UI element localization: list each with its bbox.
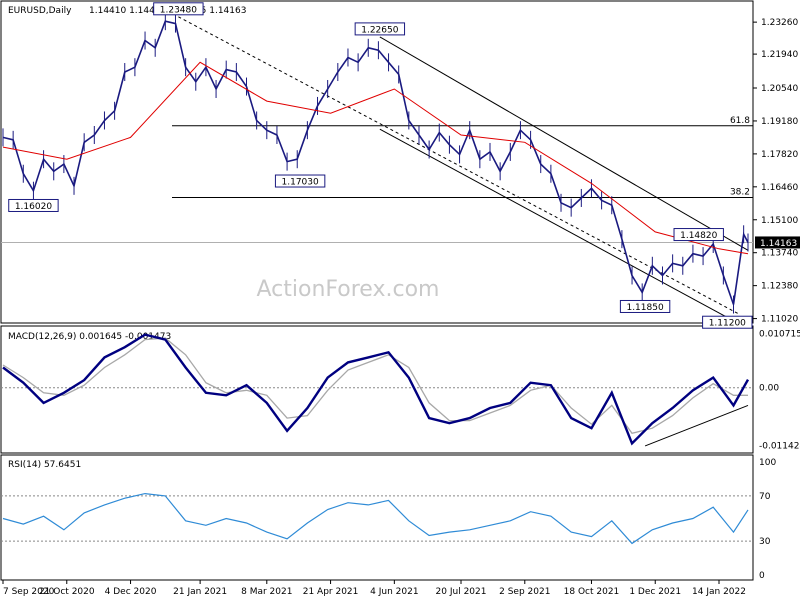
current-price-label: 1.14163 [760,239,797,249]
macd-main-line [2,333,750,446]
price-tick-label: 1.11020 [761,315,798,325]
rsi-tick-label: 30 [759,537,771,547]
price-tick-label: 1.17820 [761,150,798,160]
rsi-line [2,492,749,545]
x-tick-label: 7 Sep 2020 [3,587,55,597]
macd-layer [1,333,753,447]
price-tick-label: 1.21940 [761,50,798,60]
rsi-title: RSI(14) 57.6451 [8,460,81,470]
fib-level-label: 38.2 [730,187,750,197]
x-tick-label: 8 Mar 2021 [241,587,292,597]
price-annotation-label: 1.14820 [680,231,717,241]
rsi-panel [0,454,754,581]
macd-tick-label: 0.00 [759,384,779,394]
price-annotation-label: 1.22650 [361,25,398,35]
price-annotation-box [619,299,671,313]
x-tick-label: 2 Sep 2021 [499,587,550,597]
price-tick-label: 1.13740 [761,249,798,259]
x-tick-label: 21 Jan 2021 [173,587,227,597]
macd-trendline [644,404,749,447]
x-tick-label: 21 Apr 2021 [303,587,359,597]
price-annotation-box [354,22,406,36]
price-annotation-box [8,198,59,212]
x-tick-label: 4 Dec 2020 [105,587,157,597]
watermark: ActionForex.com [257,277,440,302]
fib-level-label: 61.8 [730,116,750,126]
macd-signal-line [2,337,748,435]
price-tick-label: 1.20540 [761,84,798,94]
channel-line [379,128,740,325]
current-price-label-bg [755,236,800,249]
price-panel [0,0,754,324]
channel-line [178,16,740,315]
rsi-tick-label: 70 [759,492,771,502]
price-annotation-box [153,2,204,16]
rsi-tick-label: 100 [759,458,776,468]
price-tick-label: 1.23260 [761,18,798,28]
price-tick-label: 1.19180 [761,117,798,127]
price-annotation-box [274,174,326,188]
price-annotation-label: 1.11200 [709,319,746,329]
x-tick-label: 18 Oct 2021 [564,587,620,597]
symbol-title: EURUSD,Daily [8,6,72,16]
price-annotation-box [673,228,724,242]
moving-average-line [2,61,749,255]
price-tick-label: 1.15100 [761,216,798,226]
price-annotation-label: 1.11850 [626,303,663,313]
price-annotation-label: 1.23480 [160,5,197,15]
x-tick-label: 1 Dec 2021 [629,587,681,597]
price-tick-label: 1.16460 [761,183,798,193]
price-layer: 61.8 38.2 1.16020 1.23480 1.17030 1.22650 1.11… [1,2,753,329]
rsi-layer [1,492,753,545]
rsi-tick-label: 0 [759,571,765,581]
macd-tick-label: -0.011424 [759,442,800,452]
price-annotation-box [702,315,753,329]
channel-line [379,36,749,251]
price-annotation-label: 1.17030 [282,178,319,188]
x-tick-label: 4 Jun 2021 [370,587,418,597]
x-tick-label: 14 Jan 2022 [692,587,746,597]
x-tick-label: 20 Jul 2021 [436,587,487,597]
x-tick-label: 21 Oct 2020 [39,587,95,597]
macd-title: MACD(12,26,9) 0.001645 -0.001473 [8,332,171,342]
price-annotation-label: 1.16020 [15,202,52,212]
price-tick-label: 1.12380 [761,282,798,292]
axis-layer: 1.23260 1.21940 1.20540 1.19180 1.17820 1.164… [2,18,800,597]
macd-tick-label: 0.010715 [759,329,800,339]
